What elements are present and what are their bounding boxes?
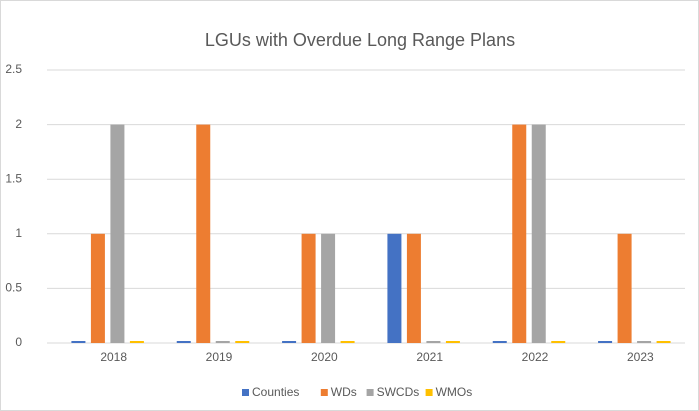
bar: [90, 233, 105, 343]
bar: [196, 124, 211, 343]
y-tick-label: 1.5: [5, 171, 22, 185]
bar: [617, 233, 632, 343]
legend-swatch: [320, 389, 328, 396]
bar: [598, 341, 613, 343]
y-tick-label: 0: [15, 335, 22, 349]
bar: [406, 233, 421, 343]
bar: [340, 341, 355, 343]
bar: [71, 341, 86, 343]
x-tick-label: 2021: [416, 350, 443, 364]
x-tick-label: 2020: [311, 350, 338, 364]
bar: [551, 341, 566, 343]
legend-swatch: [366, 389, 374, 396]
y-tick-label: 1: [15, 226, 22, 240]
bar: [215, 341, 230, 343]
x-tick-label: 2019: [206, 350, 233, 364]
legend-swatch: [242, 389, 249, 396]
x-tick-label: 2018: [100, 350, 127, 364]
legend-swatch: [425, 389, 433, 396]
bar: [387, 233, 402, 343]
bar: [492, 341, 507, 343]
bar: [282, 341, 297, 343]
bar: [301, 233, 316, 343]
bar: [426, 341, 441, 343]
legend-label: WDs: [331, 385, 357, 399]
x-tick-label: 2022: [522, 350, 549, 364]
y-tick-label: 2: [15, 117, 22, 131]
bar: [512, 124, 527, 343]
bar: [176, 341, 191, 343]
bar: [129, 341, 144, 343]
bar: [637, 341, 652, 343]
bar: [445, 341, 460, 343]
legend-label: WMOs: [436, 385, 473, 399]
bar: [235, 341, 250, 343]
bar: [656, 341, 671, 343]
y-tick-label: 2.5: [5, 62, 22, 76]
chart-title: LGUs with Overdue Long Range Plans: [205, 30, 515, 50]
x-tick-label: 2023: [627, 350, 654, 364]
bar: [321, 233, 336, 343]
bar: [531, 124, 546, 343]
legend-label: Counties: [252, 385, 299, 399]
y-tick-label: 0.5: [5, 281, 22, 295]
bar: [110, 124, 125, 343]
legend-label: SWCDs: [377, 385, 420, 399]
